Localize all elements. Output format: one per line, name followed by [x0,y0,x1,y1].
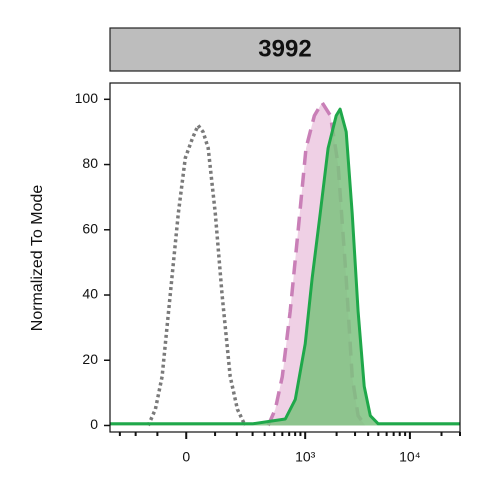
x-tick-label: 10⁴ [399,449,421,465]
series-line [146,123,247,427]
title-box [109,27,461,72]
series-line [266,100,367,427]
series-line [110,107,460,426]
y-tick-label: 40 [82,286,98,302]
y-tick-label: 20 [82,351,98,367]
y-axis-label: Normalized To Mode [29,185,46,332]
y-tick-label: 80 [82,155,98,171]
x-tick-label: 0 [182,449,190,465]
y-tick-label: 60 [82,220,98,236]
y-tick-label: 0 [90,416,98,432]
x-tick-label: 10³ [295,449,316,465]
plot-frame [109,82,461,433]
y-tick-label: 100 [75,90,99,106]
chart-title: 3992 [258,35,311,62]
